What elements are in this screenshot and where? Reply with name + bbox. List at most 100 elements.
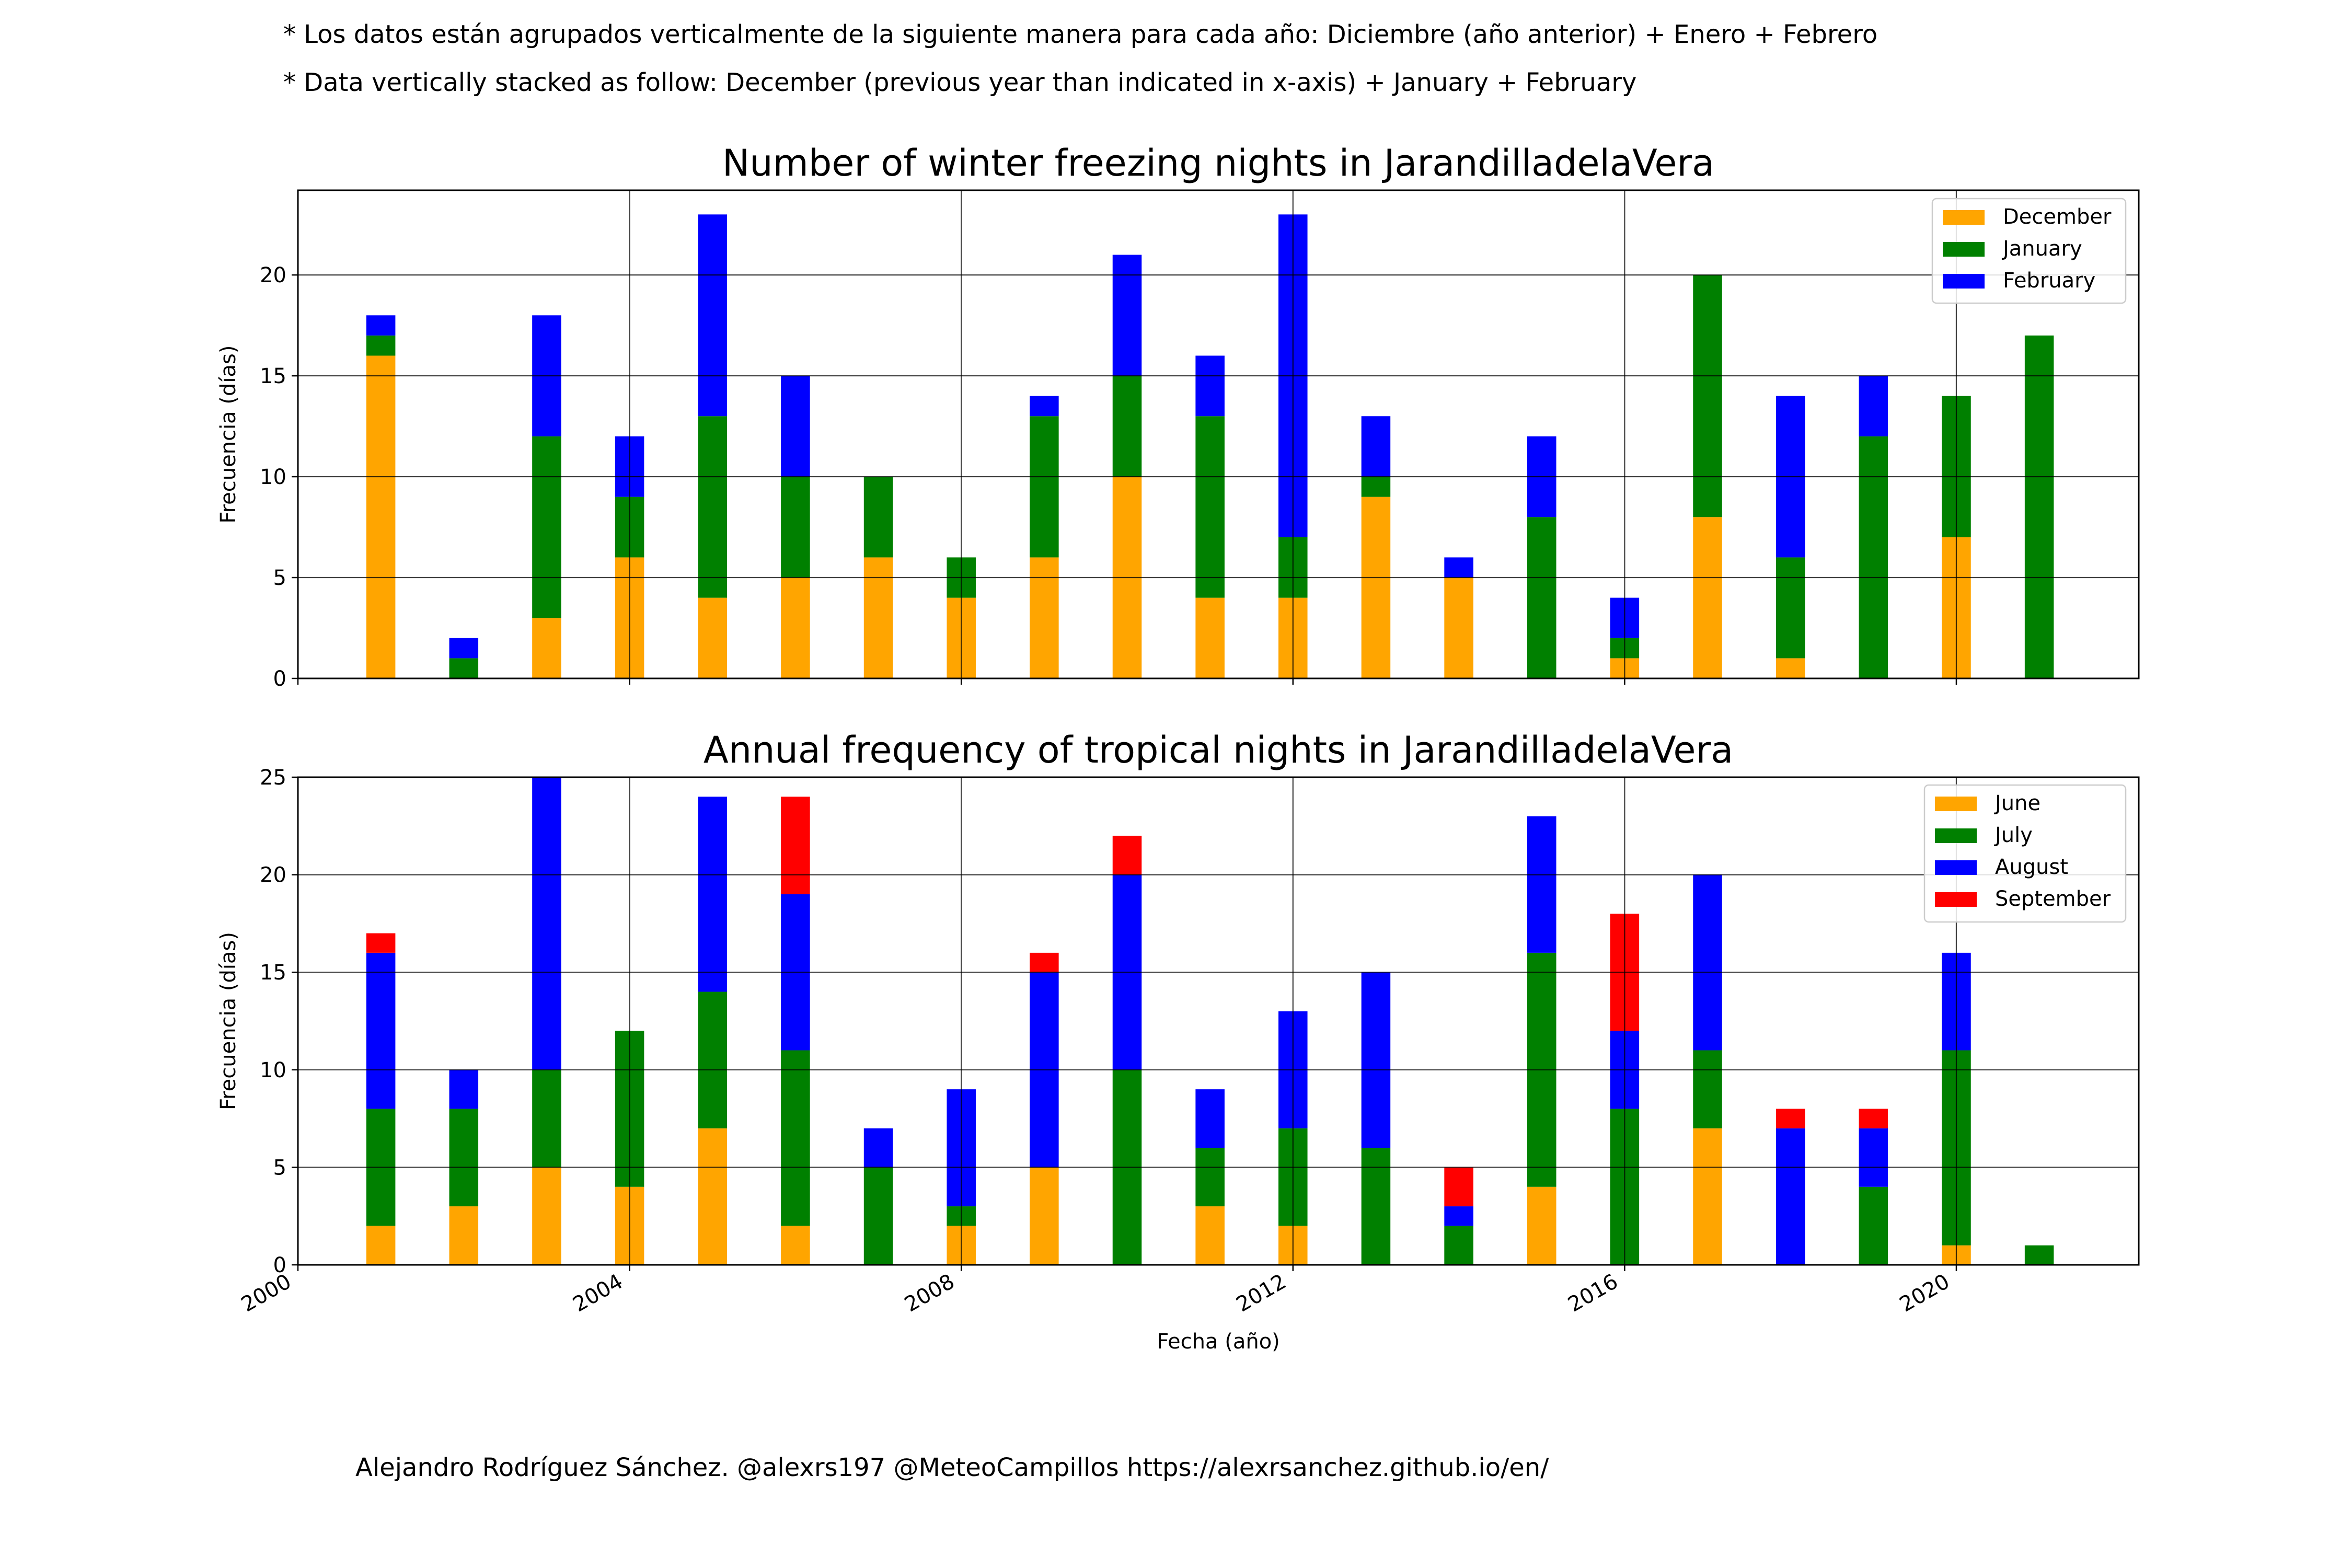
y-axis-label: Frecuencia (días) bbox=[216, 932, 240, 1110]
bar-july-2017 bbox=[1693, 1050, 1722, 1128]
note-english: * Data vertically stacked as follow: Dec… bbox=[283, 68, 1637, 97]
bar-january-2019 bbox=[1859, 436, 1888, 678]
bar-february-2005 bbox=[698, 214, 728, 417]
bar-june-2001 bbox=[366, 1226, 396, 1265]
y-tick-label: 20 bbox=[260, 863, 286, 887]
bar-june-2015 bbox=[1527, 1186, 1557, 1265]
bar-june-2005 bbox=[698, 1128, 728, 1265]
legend-label-july: July bbox=[1993, 823, 2033, 847]
bar-january-2021 bbox=[2024, 335, 2054, 678]
bar-july-2021 bbox=[2024, 1245, 2054, 1265]
bar-july-2005 bbox=[698, 991, 728, 1128]
legend-swatch-january bbox=[1943, 242, 1985, 257]
bar-june-2009 bbox=[1030, 1167, 1059, 1265]
x-tick-label: 2004 bbox=[569, 1270, 627, 1317]
axes-frame bbox=[297, 189, 2140, 679]
bar-september-2001 bbox=[366, 933, 396, 953]
y-tick-label: 5 bbox=[273, 1156, 286, 1180]
y-tick-label: 15 bbox=[260, 961, 286, 985]
credit-line: Alejandro Rodríguez Sánchez. @alexrs197 … bbox=[355, 1453, 1549, 1482]
bar-february-2013 bbox=[1361, 416, 1391, 477]
bar-february-2010 bbox=[1112, 255, 1142, 376]
bar-december-2014 bbox=[1444, 578, 1473, 678]
x-tick-label: 2008 bbox=[901, 1270, 959, 1317]
y-tick-label: 25 bbox=[260, 766, 286, 790]
bar-january-2003 bbox=[532, 436, 561, 618]
x-tick-label: 2020 bbox=[1896, 1270, 1954, 1317]
bar-july-2007 bbox=[863, 1167, 893, 1265]
bar-september-2018 bbox=[1775, 1109, 1805, 1128]
legend-label-february: February bbox=[2003, 269, 2095, 293]
legend: December January February bbox=[1931, 198, 2127, 304]
chart-title: Annual frequency of tropical nights in J… bbox=[704, 729, 1733, 771]
bar-september-2014 bbox=[1444, 1167, 1473, 1207]
bar-january-2001 bbox=[366, 335, 396, 356]
bar-december-2001 bbox=[366, 355, 396, 678]
bar-july-2014 bbox=[1444, 1226, 1473, 1265]
bar-august-2002 bbox=[449, 1069, 479, 1109]
legend: June July August September bbox=[1923, 784, 2127, 923]
legend-label-june: June bbox=[1993, 791, 2040, 815]
bar-june-2011 bbox=[1195, 1206, 1225, 1265]
legend-swatch-december bbox=[1943, 210, 1985, 225]
bar-december-2013 bbox=[1361, 497, 1391, 678]
bar-december-2006 bbox=[781, 578, 810, 678]
bar-june-2017 bbox=[1693, 1128, 1722, 1265]
bar-december-2011 bbox=[1195, 597, 1225, 678]
y-tick-label: 5 bbox=[273, 566, 286, 590]
bar-december-2009 bbox=[1030, 557, 1059, 678]
y-tick-label: 0 bbox=[273, 667, 286, 691]
y-tick-label: 0 bbox=[273, 1253, 286, 1277]
bar-december-2003 bbox=[532, 618, 561, 678]
x-axis-label: Fecha (año) bbox=[1157, 1330, 1280, 1354]
chart-1: Number of winter freezing nights in Jara… bbox=[216, 142, 2140, 691]
x-tick-label: 2012 bbox=[1232, 1270, 1290, 1317]
bar-january-2007 bbox=[863, 477, 893, 558]
y-tick-label: 10 bbox=[260, 465, 286, 489]
bar-august-2001 bbox=[366, 952, 396, 1109]
bar-july-2003 bbox=[532, 1069, 561, 1168]
bar-january-2011 bbox=[1195, 416, 1225, 598]
legend-box bbox=[1923, 784, 2127, 923]
bar-august-2018 bbox=[1775, 1128, 1805, 1265]
bar-july-2002 bbox=[449, 1109, 479, 1207]
note-spanish: * Los datos están agrupados verticalment… bbox=[283, 20, 1878, 49]
bar-september-2009 bbox=[1030, 952, 1059, 973]
bar-august-2015 bbox=[1527, 816, 1557, 953]
chart-title: Number of winter freezing nights in Jara… bbox=[722, 142, 1714, 185]
bar-june-2006 bbox=[781, 1226, 810, 1265]
bar-july-2011 bbox=[1195, 1148, 1225, 1207]
bar-january-2013 bbox=[1361, 477, 1391, 497]
x-tick-label: 2000 bbox=[237, 1270, 295, 1317]
bar-december-2017 bbox=[1693, 517, 1722, 678]
bar-august-2007 bbox=[863, 1128, 893, 1168]
legend-swatch-july bbox=[1935, 828, 1977, 843]
bar-january-2009 bbox=[1030, 416, 1059, 558]
legend-swatch-september bbox=[1935, 892, 1977, 907]
y-tick-label: 20 bbox=[260, 263, 286, 287]
bar-january-2015 bbox=[1527, 517, 1557, 678]
bar-august-2003 bbox=[532, 777, 561, 1070]
bar-july-2013 bbox=[1361, 1148, 1391, 1265]
legend-swatch-august bbox=[1935, 860, 1977, 875]
legend-swatch-june bbox=[1935, 797, 1977, 811]
bar-february-2009 bbox=[1030, 396, 1059, 417]
x-tick-label: 2016 bbox=[1564, 1270, 1622, 1317]
bar-january-2005 bbox=[698, 416, 728, 598]
bar-august-2014 bbox=[1444, 1206, 1473, 1226]
y-tick-label: 15 bbox=[260, 364, 286, 388]
bar-january-2006 bbox=[781, 477, 810, 578]
bar-june-2002 bbox=[449, 1206, 479, 1265]
chart-2: Annual frequency of tropical nights in J… bbox=[216, 729, 2140, 1354]
bar-december-2018 bbox=[1775, 658, 1805, 678]
bar-january-2018 bbox=[1775, 557, 1805, 659]
bar-july-2019 bbox=[1859, 1186, 1888, 1265]
bar-february-2014 bbox=[1444, 557, 1473, 578]
bar-february-2001 bbox=[366, 315, 396, 336]
bar-september-2006 bbox=[781, 797, 810, 894]
axes-frame bbox=[297, 776, 2140, 1266]
bar-august-2013 bbox=[1361, 972, 1391, 1148]
legend-label-september: September bbox=[1995, 887, 2111, 911]
bar-june-2003 bbox=[532, 1167, 561, 1265]
